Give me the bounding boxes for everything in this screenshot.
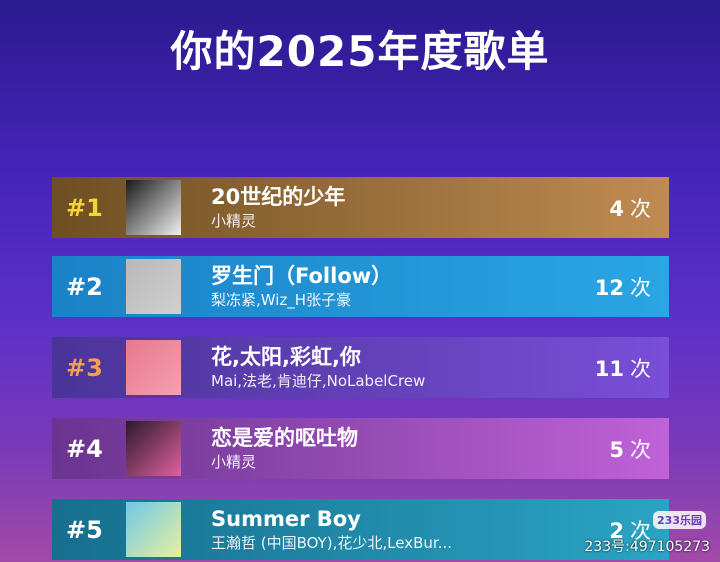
page-title: 你的2025年度歌单 bbox=[170, 27, 550, 76]
album-art bbox=[126, 180, 181, 235]
play-count-value: 11 bbox=[594, 356, 624, 381]
play-count-unit: 次 bbox=[630, 437, 651, 462]
play-count-value: 5 bbox=[609, 437, 624, 462]
song-row[interactable]: #2 罗生门（Follow） 梨冻紧,Wiz_H张子豪 12 次 bbox=[52, 256, 669, 317]
song-artist: 王瀚哲 (中国BOY),花少北,LexBur... bbox=[211, 533, 453, 552]
album-art bbox=[126, 421, 181, 476]
play-count-unit: 次 bbox=[630, 356, 651, 381]
song-title: 罗生门（Follow） bbox=[211, 263, 393, 288]
play-count-value: 12 bbox=[594, 275, 624, 300]
play-count-value: 2 bbox=[609, 518, 624, 543]
rank-label: #3 bbox=[66, 353, 103, 382]
play-count: 12 次 bbox=[595, 272, 669, 302]
play-count-unit: 次 bbox=[630, 518, 651, 543]
album-art bbox=[126, 259, 181, 314]
play-count: 11 次 bbox=[595, 353, 669, 383]
play-count-value: 4 bbox=[609, 196, 624, 221]
song-title: Summer Boy bbox=[211, 506, 361, 531]
song-row[interactable]: #5 Summer Boy 王瀚哲 (中国BOY),花少北,LexBur... … bbox=[52, 499, 669, 560]
song-artist: Mai,法老,肯迪仔,NoLabelCrew bbox=[211, 371, 426, 390]
album-art bbox=[126, 502, 181, 557]
rank-label: #5 bbox=[66, 515, 103, 544]
song-row[interactable]: #3 花,太阳,彩虹,你 Mai,法老,肯迪仔,NoLabelCrew 11 次 bbox=[52, 337, 669, 398]
song-artist: 小精灵 bbox=[211, 452, 257, 471]
song-artist: 小精灵 bbox=[211, 211, 257, 230]
watermark-logo: 233乐园 bbox=[653, 511, 706, 529]
rank-label: #1 bbox=[66, 193, 103, 222]
song-artist: 梨冻紧,Wiz_H张子豪 bbox=[211, 290, 352, 309]
album-art bbox=[126, 340, 181, 395]
play-count-unit: 次 bbox=[630, 196, 651, 221]
song-title: 20世纪的少年 bbox=[211, 184, 346, 209]
play-count-unit: 次 bbox=[630, 275, 651, 300]
watermark-id: 233号:497105273 bbox=[584, 539, 710, 555]
song-title: 恋是爱的呕吐物 bbox=[211, 425, 358, 450]
song-title: 花,太阳,彩虹,你 bbox=[211, 344, 361, 369]
rank-label: #2 bbox=[66, 272, 103, 301]
rank-label: #4 bbox=[66, 434, 103, 463]
